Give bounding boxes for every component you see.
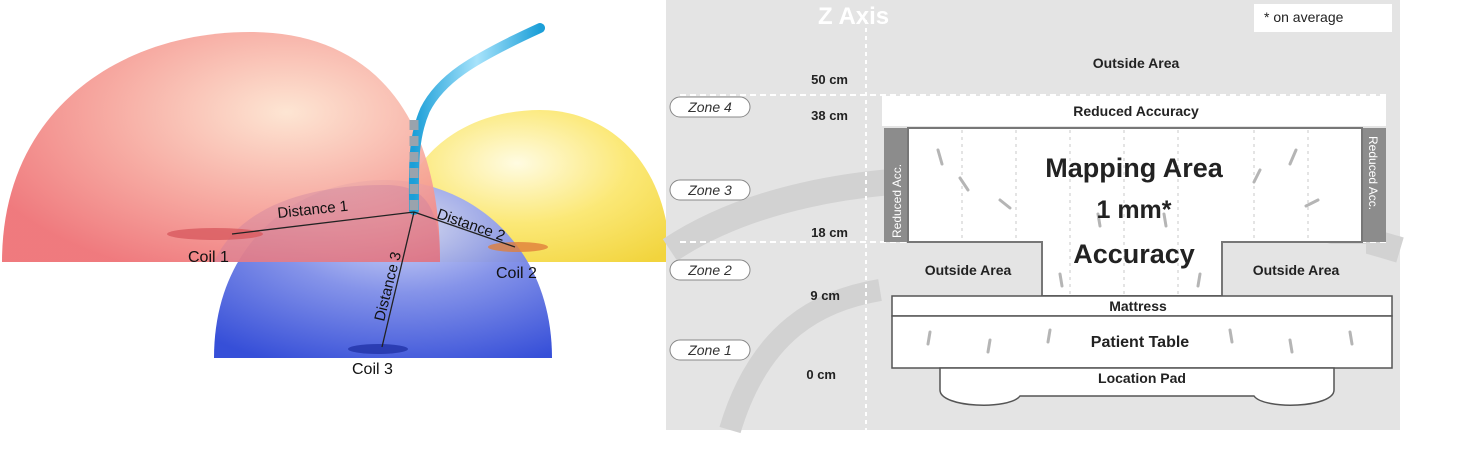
background-arc bbox=[719, 279, 882, 434]
zone-labels: Zone 4 Zone 3 Zone 2 Zone 1 bbox=[669, 96, 751, 361]
accuracy-zones-diagram: Z Axis * on average Outside Area Reduced… bbox=[662, 0, 1404, 434]
mapping-grid bbox=[961, 130, 1309, 294]
zone-2-label: Zone 2 bbox=[687, 262, 732, 278]
distance-2-line bbox=[413, 211, 516, 248]
location-pad bbox=[939, 367, 1335, 406]
height-labels: 50 cm 38 cm 18 cm 9 cm 0 cm bbox=[806, 72, 848, 382]
note-box bbox=[1254, 4, 1392, 32]
mapping-area-accuracy-label: Accuracy bbox=[1073, 239, 1195, 269]
height-38cm: 38 cm bbox=[811, 108, 848, 123]
patient-table-label: Patient Table bbox=[1091, 334, 1189, 351]
zone-1-label: Zone 1 bbox=[687, 342, 732, 358]
reduced-accuracy-strip bbox=[882, 96, 1386, 126]
zone-3-label: Zone 3 bbox=[687, 182, 732, 198]
height-0cm: 0 cm bbox=[806, 367, 836, 382]
outside-area-right-label: Outside Area bbox=[1253, 262, 1340, 278]
reduced-acc-right-label: Reduced Acc. bbox=[1366, 136, 1380, 210]
coil1-field-hemisphere bbox=[2, 32, 440, 262]
zone-4-label: Zone 4 bbox=[687, 99, 732, 115]
coil1-disc bbox=[167, 228, 263, 240]
mattress-label: Mattress bbox=[1109, 298, 1167, 314]
table-field-marks bbox=[926, 328, 1354, 354]
height-50cm: 50 cm bbox=[811, 72, 848, 87]
height-18cm: 18 cm bbox=[811, 225, 848, 240]
field-overlap-region bbox=[214, 185, 440, 262]
z-axis-title: Z Axis bbox=[818, 3, 889, 30]
distance-3-line bbox=[381, 211, 415, 348]
reduced-acc-left-label: Reduced Acc. bbox=[890, 164, 904, 238]
mapping-area-accuracy-value: 1 mm* bbox=[1096, 196, 1171, 224]
coil-field-diagram: Distance 1 Distance 2 Distance 3 Coil 1 … bbox=[2, 23, 670, 378]
coil-2-label: Coil 2 bbox=[496, 265, 537, 282]
height-9cm: 9 cm bbox=[810, 288, 840, 303]
reduced-acc-right-bar bbox=[1362, 128, 1386, 242]
mapping-area-title: Mapping Area bbox=[1045, 153, 1224, 183]
outside-area-left-label: Outside Area bbox=[925, 262, 1012, 278]
field-marks bbox=[936, 148, 1320, 288]
outside-area-right-box bbox=[1226, 244, 1366, 296]
coil-3-label: Coil 3 bbox=[352, 361, 393, 378]
average-note: * on average bbox=[1264, 9, 1344, 25]
reduced-accuracy-label: Reduced Accuracy bbox=[1073, 103, 1199, 119]
coil3-disc bbox=[348, 344, 408, 354]
coil-1-label: Coil 1 bbox=[188, 249, 229, 266]
reduced-acc-left-bar bbox=[884, 128, 908, 242]
coil2-disc bbox=[488, 242, 548, 252]
location-pad-label: Location Pad bbox=[1098, 370, 1186, 386]
distance-1-line bbox=[231, 211, 415, 235]
outside-area-left-box bbox=[900, 244, 1040, 296]
outside-area-top-label: Outside Area bbox=[1093, 55, 1180, 71]
